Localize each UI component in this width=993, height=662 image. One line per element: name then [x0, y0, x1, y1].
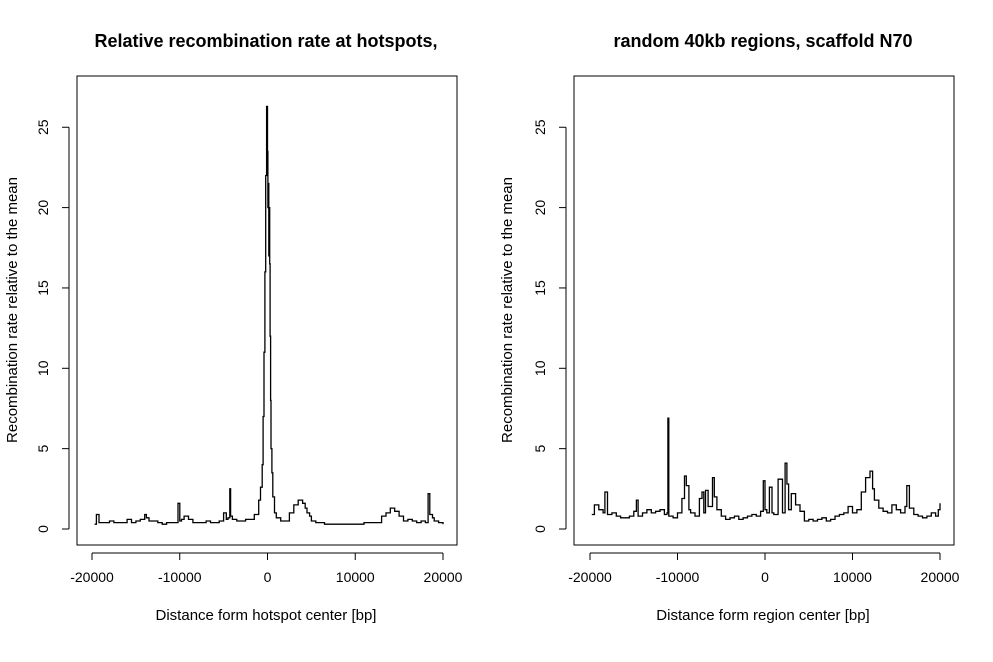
right-y-tick-label: 20	[532, 200, 548, 216]
left-axes: -20000 -10000 0 10000 20000 0 5 10 15 20 25	[35, 119, 463, 585]
left-y-axis-label: Recombination rate relative to the mean	[4, 177, 21, 443]
right-y-axis-label: Recombination rate relative to the mean	[499, 177, 516, 443]
right-series-line	[591, 417, 941, 522]
left-x-tick-label: -20000	[70, 569, 114, 585]
left-x-tick-label: 10000	[336, 569, 375, 585]
right-x-axis-label: Distance form region center [bp]	[656, 607, 869, 624]
left-panel-title: Relative recombination rate at hotspots,	[94, 31, 437, 51]
right-y-tick-label: 0	[532, 525, 548, 533]
right-x-tick-label: -20000	[568, 569, 612, 585]
left-y-tick-label: 10	[35, 360, 51, 376]
left-y-tick-label: 5	[35, 445, 51, 453]
right-panel-title: random 40kb regions, scaffold N70	[613, 31, 912, 51]
left-y-tick-label: 0	[35, 525, 51, 533]
right-y-tick-label: 25	[532, 119, 548, 135]
right-y-tick-label: 5	[532, 445, 548, 453]
right-x-tick-label: 10000	[833, 569, 872, 585]
left-x-axis-label: Distance form hotspot center [bp]	[156, 607, 377, 624]
right-plot-frame	[573, 75, 955, 546]
left-y-tick-label: 15	[35, 280, 51, 296]
right-y-tick-label: 15	[532, 280, 548, 296]
left-series-line	[94, 105, 444, 525]
right-axes: -20000 -10000 0 10000 20000 0 5 10 15 20 25	[532, 119, 960, 585]
left-y-tick-label: 25	[35, 119, 51, 135]
right-panel: random 40kb regions, scaffold N70 Distan…	[499, 31, 960, 624]
left-plot-frame	[76, 75, 458, 546]
left-y-tick-label: 20	[35, 200, 51, 216]
left-panel: Relative recombination rate at hotspots,…	[4, 31, 463, 624]
right-x-tick-label: -10000	[656, 569, 700, 585]
left-x-tick-label: -10000	[158, 569, 202, 585]
right-x-tick-label: 0	[761, 569, 769, 585]
left-x-tick-label: 20000	[424, 569, 463, 585]
right-y-tick-label: 10	[532, 360, 548, 376]
right-x-tick-label: 20000	[921, 569, 960, 585]
left-x-tick-label: 0	[264, 569, 272, 585]
